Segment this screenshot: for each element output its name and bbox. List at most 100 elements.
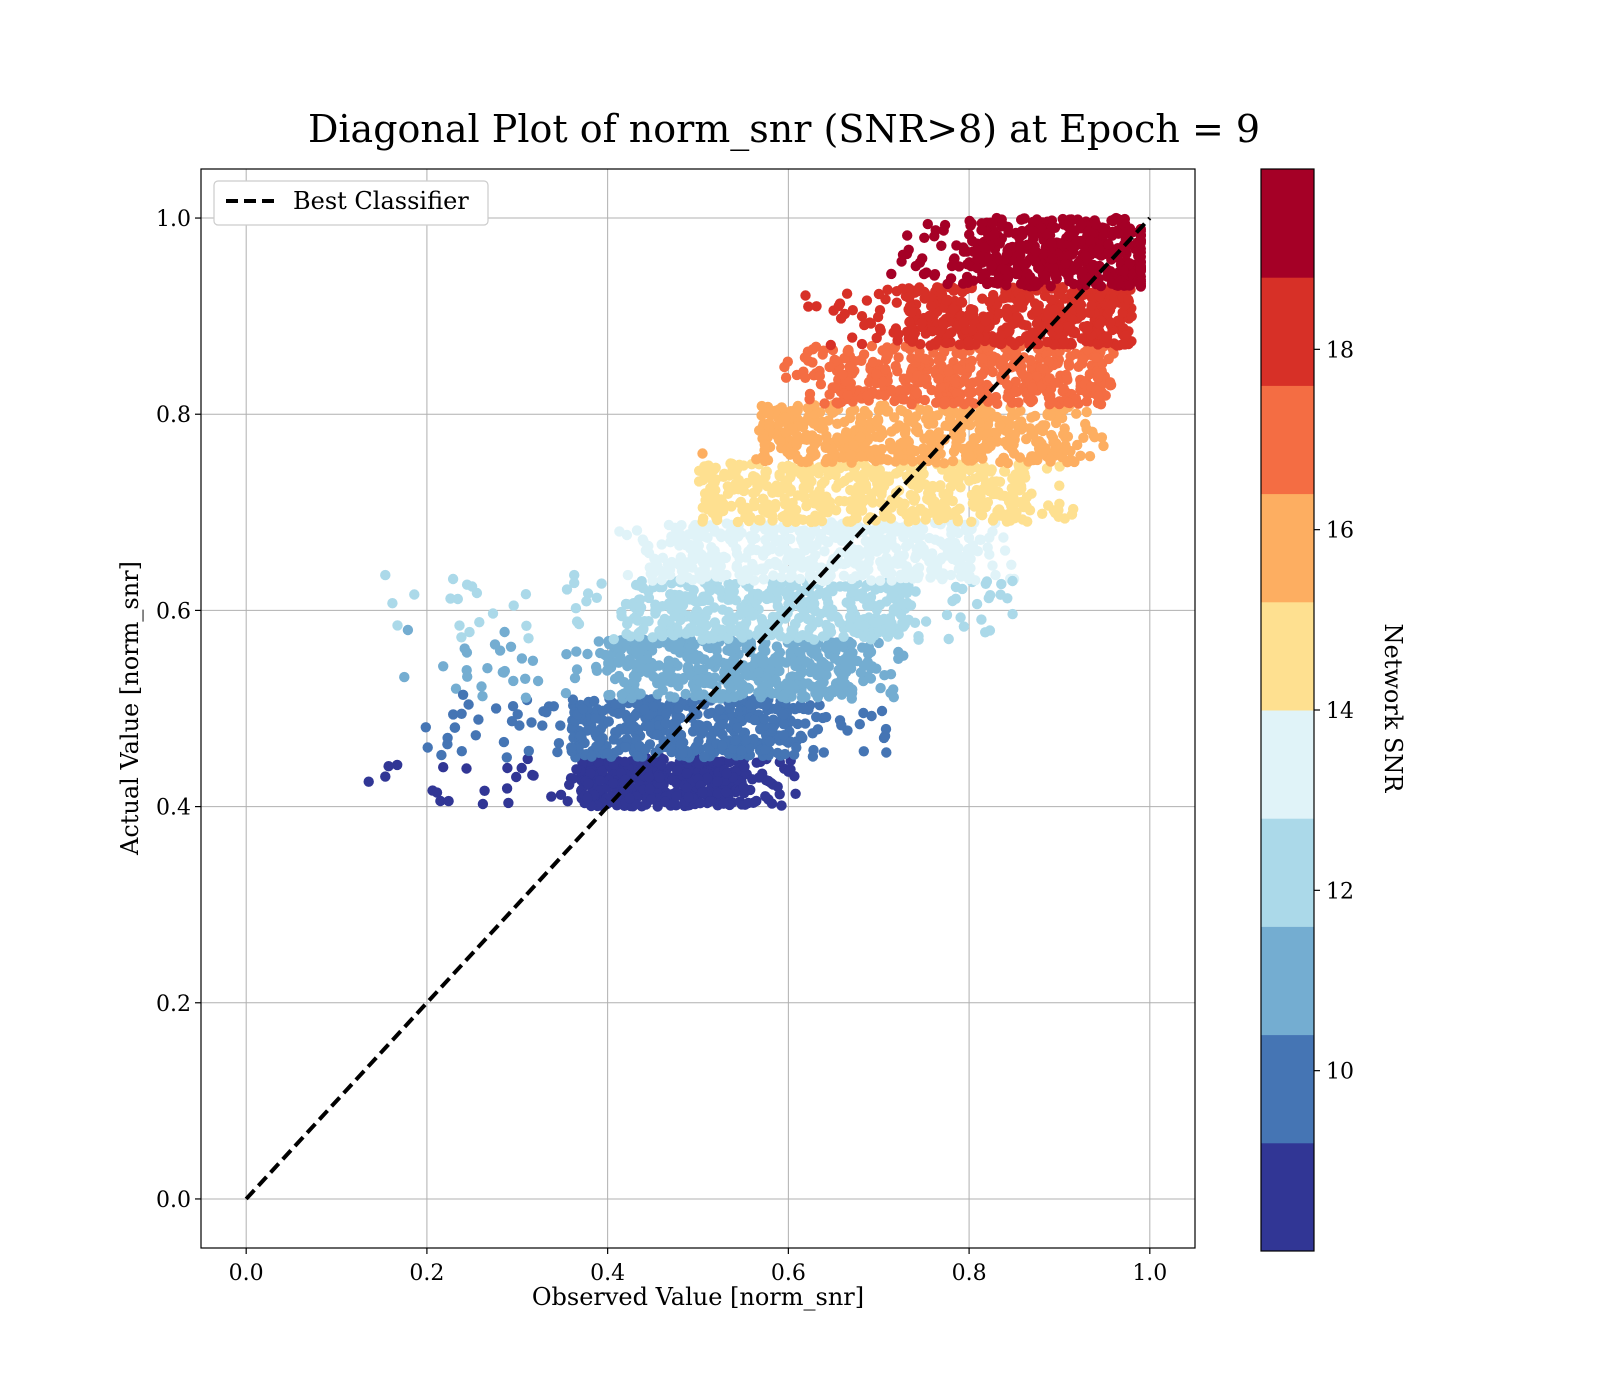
scatter-point (663, 667, 675, 678)
scatter-point (850, 571, 861, 582)
scatter-point (474, 617, 485, 628)
scatter-point (845, 597, 856, 608)
scatter-point (977, 442, 989, 454)
scatter-point (900, 541, 912, 552)
scatter-point (919, 353, 930, 364)
scatter-point (1037, 420, 1049, 431)
scatter-point (744, 743, 755, 754)
scatter-point (762, 407, 774, 419)
scatter-point (840, 659, 852, 671)
scatter-point (858, 620, 870, 631)
scatter-point (537, 720, 548, 731)
scatter-point (436, 749, 447, 761)
scatter-point (802, 613, 813, 625)
scatter-point (794, 646, 805, 657)
scatter-point (772, 600, 783, 612)
scatter-point (829, 653, 840, 664)
scatter-point (582, 792, 593, 804)
scatter-point (716, 572, 727, 583)
scatter-point (1046, 294, 1057, 305)
scatter-point (1024, 423, 1036, 434)
scatter-point (823, 415, 834, 426)
scatter-point (730, 735, 741, 746)
scatter-point (459, 643, 470, 654)
scatter-point (681, 768, 693, 779)
scatter-point (738, 607, 749, 619)
scatter-point (862, 390, 873, 402)
scatter-point (569, 672, 581, 684)
scatter-point (1015, 293, 1026, 305)
scatter-point (716, 624, 728, 635)
scatter-point (677, 600, 689, 611)
scatter-point (571, 664, 583, 675)
scatter-point (767, 723, 778, 734)
scatter-point (1075, 220, 1087, 231)
scatter-point (881, 747, 892, 758)
scatter-point (804, 388, 816, 400)
scatter-point (981, 576, 993, 587)
scatter-point (824, 389, 835, 400)
scatter-point (443, 795, 454, 807)
scatter-point (1062, 374, 1073, 385)
scatter-point (593, 636, 604, 647)
scatter-point (749, 714, 760, 726)
scatter-point (951, 554, 962, 566)
scatter-point (865, 318, 877, 329)
scatter-point (724, 534, 736, 545)
snr-band-9 (886, 212, 1147, 292)
y-tick-label: 0.4 (156, 796, 191, 821)
scatter-point (946, 260, 958, 272)
scatter-point (643, 771, 655, 783)
scatter-point (812, 724, 824, 735)
scatter-point (501, 752, 512, 763)
scatter-point (772, 781, 783, 792)
scatter-point (834, 581, 846, 592)
scatter-point (965, 553, 976, 565)
scatter-point (399, 671, 410, 683)
scatter-point (903, 614, 914, 625)
scatter-point (936, 240, 947, 251)
scatter-point (422, 742, 433, 753)
scatter-point (858, 660, 870, 671)
scatter-point (656, 759, 667, 770)
scatter-point (447, 573, 459, 585)
colorbar-tick-label: 12 (1326, 879, 1354, 904)
scatter-point (528, 770, 539, 781)
scatter-point (925, 572, 936, 583)
scatter-point (577, 703, 589, 715)
scatter-point (821, 453, 833, 465)
scatter-point (628, 721, 640, 732)
scatter-point (947, 303, 959, 315)
scatter-point (709, 505, 720, 516)
scatter-point (520, 673, 531, 684)
snr-band-4 (614, 517, 1020, 587)
scatter-point (703, 708, 714, 719)
scatter-point (506, 716, 518, 727)
scatter-point (929, 270, 940, 281)
scatter-point (893, 449, 904, 460)
scatter-point (976, 369, 987, 380)
scatter-point (780, 372, 792, 383)
scatter-point (683, 791, 694, 803)
scatter-point (892, 629, 904, 640)
scatter-point (945, 569, 957, 581)
scatter-point (842, 390, 853, 401)
scatter-point (450, 683, 462, 694)
scatter-point (821, 669, 832, 681)
scatter-point (1047, 253, 1058, 265)
scatter-point (634, 631, 645, 642)
scatter-point (890, 323, 902, 334)
scatter-point (782, 356, 793, 367)
scatter-point (747, 774, 758, 785)
scatter-point (838, 570, 850, 581)
scatter-point (682, 530, 693, 541)
scatter-point (700, 464, 712, 476)
scatter-point (879, 390, 891, 401)
scatter-point (904, 316, 915, 328)
scatter-point (709, 477, 720, 488)
scatter-point (575, 730, 586, 742)
scatter-point (835, 313, 847, 324)
scatter-point (837, 369, 848, 380)
scatter-point (845, 622, 856, 633)
scatter-point (461, 763, 472, 774)
